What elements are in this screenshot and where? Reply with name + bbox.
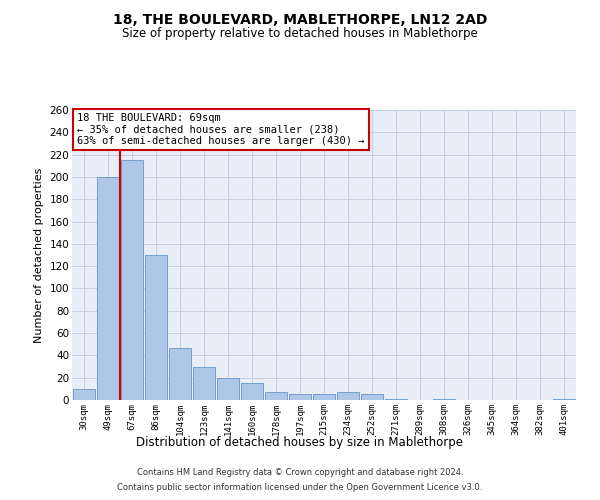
Bar <box>265 392 287 400</box>
Y-axis label: Number of detached properties: Number of detached properties <box>34 168 44 342</box>
Text: 18, THE BOULEVARD, MABLETHORPE, LN12 2AD: 18, THE BOULEVARD, MABLETHORPE, LN12 2AD <box>113 12 487 26</box>
Text: Size of property relative to detached houses in Mablethorpe: Size of property relative to detached ho… <box>122 28 478 40</box>
Bar <box>169 348 191 400</box>
Text: Distribution of detached houses by size in Mablethorpe: Distribution of detached houses by size … <box>137 436 464 449</box>
Bar <box>385 399 407 400</box>
Bar <box>337 392 359 400</box>
Bar <box>313 394 335 400</box>
Text: Contains public sector information licensed under the Open Government Licence v3: Contains public sector information licen… <box>118 483 482 492</box>
Bar <box>97 177 119 400</box>
Bar <box>73 389 95 400</box>
Bar <box>217 378 239 400</box>
Bar <box>121 160 143 400</box>
Bar <box>241 384 263 400</box>
Text: Contains HM Land Registry data © Crown copyright and database right 2024.: Contains HM Land Registry data © Crown c… <box>137 468 463 477</box>
Bar <box>553 399 575 400</box>
Bar <box>361 394 383 400</box>
Bar <box>145 255 167 400</box>
Bar <box>289 394 311 400</box>
Bar <box>433 399 455 400</box>
Bar <box>193 366 215 400</box>
Text: 18 THE BOULEVARD: 69sqm
← 35% of detached houses are smaller (238)
63% of semi-d: 18 THE BOULEVARD: 69sqm ← 35% of detache… <box>77 113 365 146</box>
